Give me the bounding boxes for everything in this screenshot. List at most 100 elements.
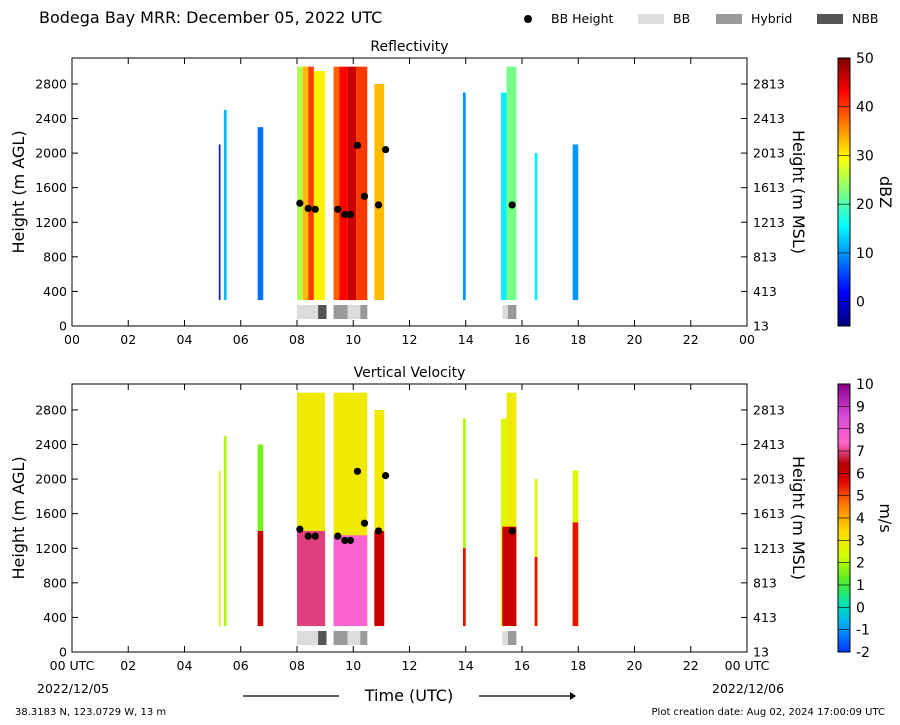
plot-creation-date: Plot creation date: Aug 02, 2024 17:00:0… <box>652 707 885 718</box>
y-tick-label: 0 <box>59 645 67 660</box>
bb-class-bb <box>502 631 508 645</box>
y-tick-label-right: 2813 <box>753 402 785 417</box>
colorbar-tick-label: 0 <box>856 600 865 616</box>
panel-title: Reflectivity <box>370 39 448 55</box>
y-tick-label-right: 2413 <box>753 437 785 452</box>
fall-speed-core <box>257 530 264 627</box>
y-tick-label: 1200 <box>35 541 67 556</box>
y-tick-label: 2400 <box>35 111 67 126</box>
fall-speed-core <box>462 548 466 627</box>
bb-height-point <box>360 519 369 527</box>
colorbar-tick-label: 30 <box>856 148 874 164</box>
x-tick-label: 22 <box>683 332 699 347</box>
bb-height-point <box>346 536 355 545</box>
y-tick-label: 1200 <box>35 215 67 230</box>
x-tick-label: 18 <box>570 658 586 673</box>
echo-column <box>339 66 348 301</box>
y-tick-label: 2000 <box>35 146 67 161</box>
echo-column <box>506 66 517 301</box>
x-tick-label: 10 <box>345 658 361 673</box>
bb-height-point <box>311 532 319 540</box>
colorbar-tick-label: 40 <box>856 100 874 116</box>
plot-frame <box>71 57 748 327</box>
echo-column <box>462 92 466 301</box>
fall-speed-core <box>297 530 326 627</box>
legend-label: NBB <box>852 11 879 26</box>
bb-class-bb <box>297 631 319 645</box>
y-tick-label: 2400 <box>35 437 67 452</box>
fall-speed-core <box>534 556 538 627</box>
x-tick-label: 06 <box>233 658 249 673</box>
x-tick-label: 14 <box>458 332 474 347</box>
bb-class-hybrid <box>360 305 368 319</box>
figure-legend: BB Height BB Hybrid NBB <box>524 11 879 26</box>
y-axis-label: Height (m AGL) <box>9 130 28 253</box>
y-tick-label-right: 813 <box>753 249 777 264</box>
echo-column <box>218 144 221 301</box>
legend-nbb-swatch <box>817 14 843 24</box>
x-axis-label: Time (UTC) <box>364 686 453 705</box>
y-tick-label-right: 2813 <box>753 76 785 91</box>
bb-height-point <box>304 204 312 213</box>
x-tick-label: 00 <box>739 332 755 347</box>
echo-column <box>333 66 340 301</box>
colorbar-tick-label: 3 <box>856 533 865 549</box>
bb-height-point <box>334 532 342 540</box>
x-tick-label: 12 <box>402 658 418 673</box>
bb-height-point <box>353 141 362 149</box>
echo-column <box>347 66 357 301</box>
x-tick-label: 16 <box>514 332 530 347</box>
bb-height-point <box>334 205 342 213</box>
y-tick-label-right: 2013 <box>753 146 785 161</box>
echo-column <box>356 66 368 301</box>
echo-column <box>223 435 227 627</box>
y-tick-label: 1600 <box>35 506 67 521</box>
echo-column <box>302 66 309 301</box>
x-tick-label: 02 <box>120 332 136 347</box>
bb-class-hybrid <box>507 631 517 645</box>
echo-column <box>462 418 466 627</box>
x-tick-label: 04 <box>177 332 193 347</box>
bb-height-point <box>374 527 383 535</box>
y-tick-label-right: 813 <box>753 575 777 590</box>
end-date: 2022/12/06 <box>712 681 784 696</box>
echo-column <box>374 409 385 627</box>
legend-hybrid-swatch <box>716 14 742 24</box>
echo-column <box>297 392 306 627</box>
echo-column <box>297 66 303 301</box>
y-tick-label-right: 413 <box>753 284 777 299</box>
x-tick-label: 08 <box>289 658 305 673</box>
echo-column <box>257 127 264 301</box>
bb-height-point <box>346 210 355 219</box>
colorbar-tick-label: 10 <box>856 246 874 262</box>
y-tick-label: 400 <box>43 610 67 625</box>
plot-frame <box>71 383 748 653</box>
x-tick-label: 06 <box>233 332 249 347</box>
y-axis-label-right: Height (m MSL) <box>789 456 808 580</box>
x-tick-label: 22 <box>683 658 699 673</box>
bb-class-hybrid <box>333 305 348 319</box>
bb-class-bb <box>347 305 361 319</box>
x-tick-label: 18 <box>570 332 586 347</box>
y-axis-label: Height (m AGL) <box>9 456 28 579</box>
station-location: 38.3183 N, 123.0729 W, 13 m <box>15 707 166 718</box>
bb-height-point <box>381 472 390 480</box>
x-tick-label: 20 <box>627 658 643 673</box>
colorbar-tick-label: 50 <box>856 51 874 67</box>
fall-speed-core <box>333 535 368 627</box>
bb-class-hybrid <box>507 305 517 319</box>
y-tick-label-right: 13 <box>753 645 769 660</box>
legend-label: BB <box>673 11 690 26</box>
y-tick-label-right: 2013 <box>753 472 785 487</box>
legend-label: BB Height <box>551 11 614 26</box>
colorbar-tick-label: 10 <box>856 377 874 393</box>
echo-layer <box>218 66 579 301</box>
y-tick-label: 2800 <box>35 402 67 417</box>
y-tick-label: 0 <box>59 319 67 334</box>
echo-column <box>500 92 507 301</box>
colorbar-tick-label: 4 <box>856 511 865 527</box>
colorbar-tick-label: 6 <box>856 466 865 482</box>
x-tick-label: 00 UTC <box>725 658 770 673</box>
